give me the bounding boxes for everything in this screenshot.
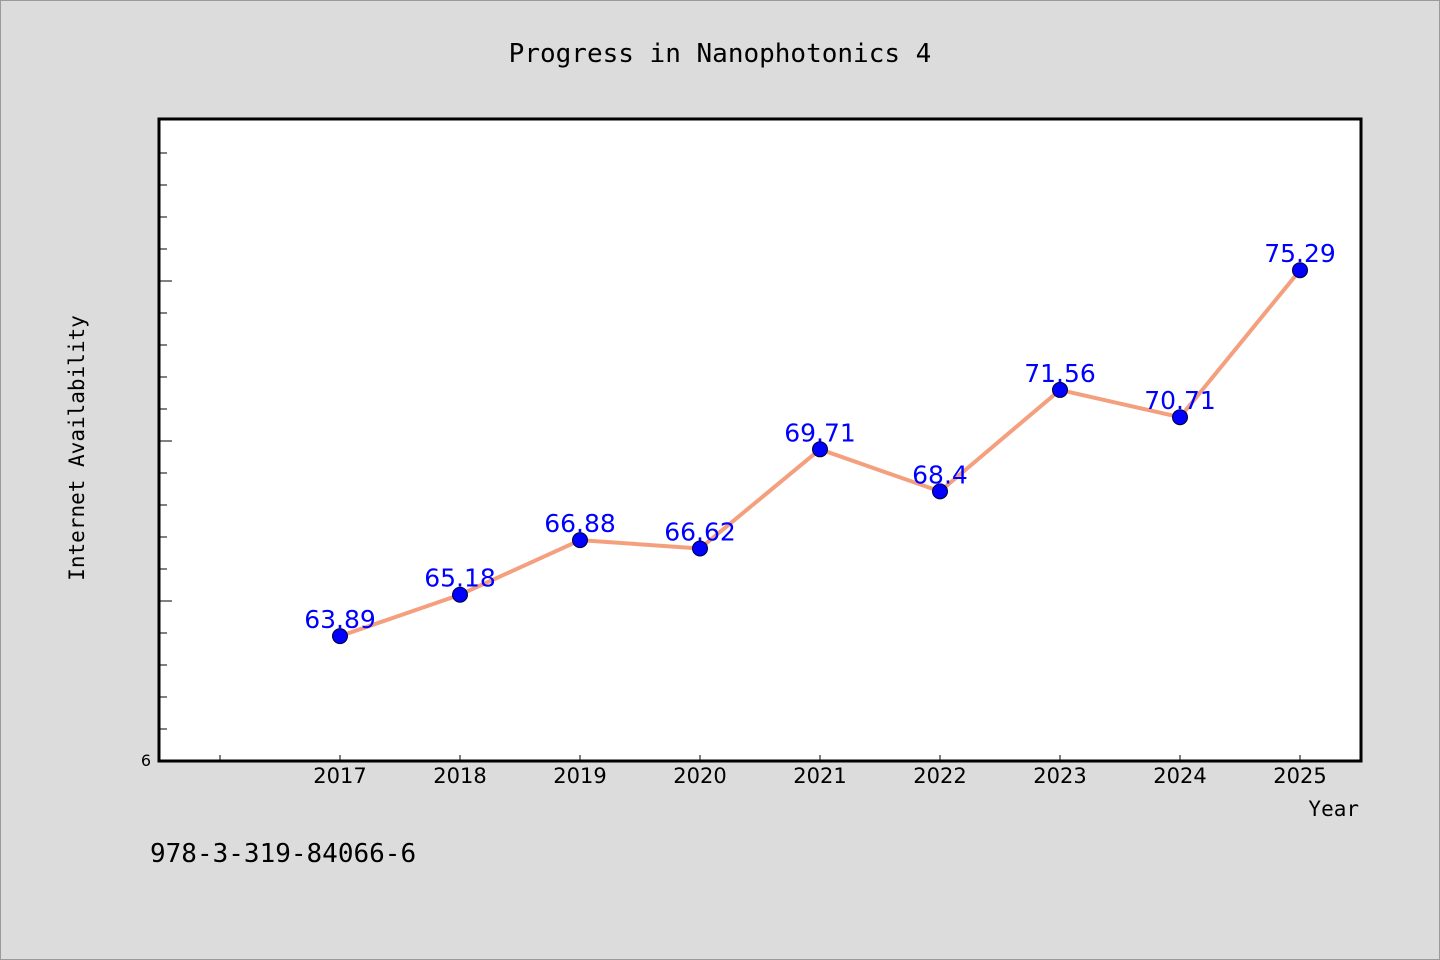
data-label: 70.71 xyxy=(1144,386,1216,415)
data-point xyxy=(932,483,948,500)
x-tick-label: 2018 xyxy=(433,764,486,788)
x-axis-ticks xyxy=(219,755,1301,761)
data-point xyxy=(1292,262,1308,279)
y-axis-label: Internet Availability xyxy=(65,315,89,581)
data-label: 75.29 xyxy=(1264,239,1336,268)
data-label: 63.89 xyxy=(304,605,376,634)
data-label: 68.4 xyxy=(912,460,968,489)
data-point xyxy=(692,540,708,557)
data-point xyxy=(1172,409,1188,426)
x-axis-label: Year xyxy=(1308,797,1359,821)
x-tick-label: 2019 xyxy=(553,764,606,788)
x-tick-label: 2022 xyxy=(913,764,966,788)
data-labels: 63.89 65.18 66.88 66.62 69.71 68.4 71.56 70.71 7… xyxy=(304,239,1336,634)
data-label: 69.71 xyxy=(784,418,856,447)
series-markers xyxy=(332,262,1308,645)
data-point xyxy=(812,441,828,458)
data-label: 66.62 xyxy=(664,517,736,546)
data-point xyxy=(332,628,348,645)
plot-area xyxy=(157,117,1363,763)
data-point xyxy=(572,532,588,549)
x-tick-label: 2025 xyxy=(1273,764,1326,788)
y-tick-label: 6 xyxy=(141,751,151,770)
chart-title: Progress in Nanophotonics 4 xyxy=(509,39,932,69)
x-tick-label: 2023 xyxy=(1033,764,1086,788)
data-label: 71.56 xyxy=(1024,359,1096,388)
x-tick-label: 2020 xyxy=(673,764,726,788)
x-tick-label: 2024 xyxy=(1153,764,1206,788)
data-label: 65.18 xyxy=(424,564,496,593)
data-point xyxy=(452,586,468,603)
x-tick-label: 2017 xyxy=(313,764,366,788)
footer-isbn: 978-3-319-84066-6 xyxy=(150,839,416,869)
data-label: 66.88 xyxy=(544,509,616,538)
data-point xyxy=(1052,381,1068,398)
x-tick-labels: 2017 2018 2019 2020 2021 2022 2023 2024 2025 xyxy=(313,764,1326,788)
y-axis-ticks xyxy=(159,152,172,762)
x-tick-label: 2021 xyxy=(793,764,846,788)
